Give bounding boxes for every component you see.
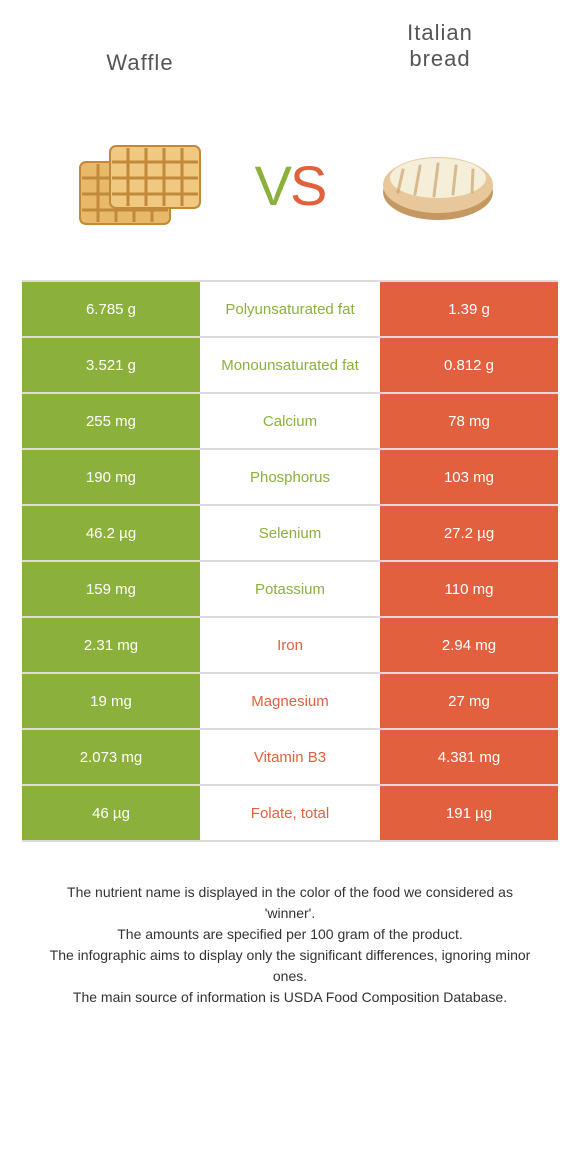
waffle-icon [72, 130, 212, 240]
nutrient-label: Potassium [200, 562, 380, 616]
left-value: 3.521 g [22, 338, 200, 392]
table-row: 6.785 gPolyunsaturated fat1.39 g [22, 282, 558, 338]
left-value: 46.2 µg [22, 506, 200, 560]
right-value: 103 mg [380, 450, 558, 504]
left-food-title: Waffle [30, 20, 250, 76]
right-value: 110 mg [380, 562, 558, 616]
footer-line-3: The infographic aims to display only the… [40, 945, 540, 987]
vs-v: V [255, 154, 290, 217]
bread-icon [368, 130, 508, 240]
right-value: 2.94 mg [380, 618, 558, 672]
images-row: VS [0, 110, 580, 260]
table-row: 2.073 mgVitamin B34.381 mg [22, 730, 558, 786]
nutrient-label: Phosphorus [200, 450, 380, 504]
nutrient-label: Folate, total [200, 786, 380, 840]
right-food-title: Italian bread [330, 20, 550, 73]
nutrient-label: Selenium [200, 506, 380, 560]
table-row: 190 mgPhosphorus103 mg [22, 450, 558, 506]
right-value: 191 µg [380, 786, 558, 840]
right-value: 0.812 g [380, 338, 558, 392]
header-titles: Waffle Italian bread [0, 0, 580, 110]
left-value: 46 µg [22, 786, 200, 840]
right-value: 78 mg [380, 394, 558, 448]
right-value: 27 mg [380, 674, 558, 728]
table-row: 255 mgCalcium78 mg [22, 394, 558, 450]
bread-image [325, 130, 550, 240]
table-row: 46.2 µgSelenium27.2 µg [22, 506, 558, 562]
vs-s: S [290, 154, 325, 217]
left-value: 159 mg [22, 562, 200, 616]
left-value: 190 mg [22, 450, 200, 504]
table-row: 3.521 gMonounsaturated fat0.812 g [22, 338, 558, 394]
footer-line-2: The amounts are specified per 100 gram o… [40, 924, 540, 945]
right-value: 1.39 g [380, 282, 558, 336]
left-value: 2.073 mg [22, 730, 200, 784]
left-value: 2.31 mg [22, 618, 200, 672]
table-row: 159 mgPotassium110 mg [22, 562, 558, 618]
right-value: 27.2 µg [380, 506, 558, 560]
waffle-image [30, 130, 255, 240]
left-value: 6.785 g [22, 282, 200, 336]
right-value: 4.381 mg [380, 730, 558, 784]
left-value: 255 mg [22, 394, 200, 448]
table-row: 2.31 mgIron2.94 mg [22, 618, 558, 674]
nutrient-label: Iron [200, 618, 380, 672]
table-row: 19 mgMagnesium27 mg [22, 674, 558, 730]
comparison-table: 6.785 gPolyunsaturated fat1.39 g3.521 gM… [22, 280, 558, 842]
table-row: 46 µgFolate, total191 µg [22, 786, 558, 842]
footer-notes: The nutrient name is displayed in the co… [0, 882, 580, 1008]
nutrient-label: Calcium [200, 394, 380, 448]
vs-label: VS [255, 153, 326, 218]
nutrient-label: Vitamin B3 [200, 730, 380, 784]
nutrient-label: Monounsaturated fat [200, 338, 380, 392]
left-value: 19 mg [22, 674, 200, 728]
nutrient-label: Polyunsaturated fat [200, 282, 380, 336]
footer-line-1: The nutrient name is displayed in the co… [40, 882, 540, 924]
nutrient-label: Magnesium [200, 674, 380, 728]
footer-line-4: The main source of information is USDA F… [40, 987, 540, 1008]
